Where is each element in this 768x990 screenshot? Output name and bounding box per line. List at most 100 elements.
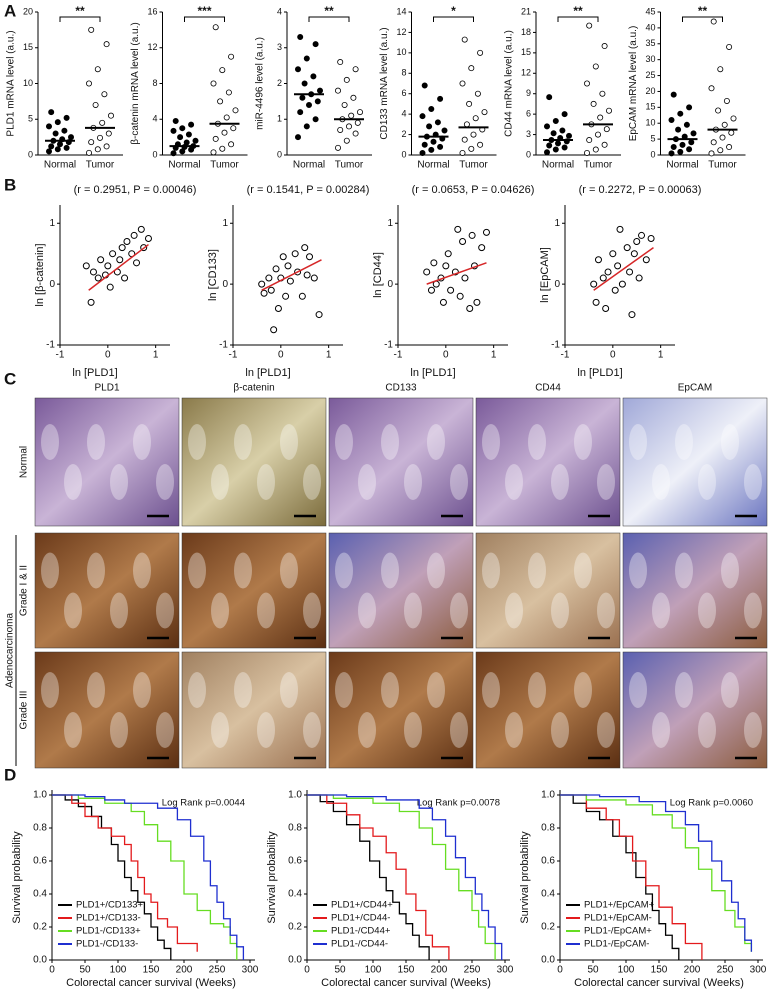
trend-line [426, 262, 487, 285]
data-point [260, 289, 268, 297]
data-point [170, 127, 177, 134]
data-point [592, 63, 599, 70]
panel-label: A [4, 1, 16, 20]
x-tick-label: 300 [242, 965, 259, 976]
x-tick-label: Normal [542, 160, 574, 171]
tissue-structure [156, 712, 174, 748]
data-point [315, 311, 323, 319]
data-point [352, 130, 359, 137]
data-point [677, 110, 684, 117]
data-point [470, 131, 477, 138]
x-tick-label: Normal [44, 160, 76, 171]
survival-curve [307, 794, 450, 960]
y-tick-label: -1 [219, 340, 228, 351]
data-point [444, 250, 452, 258]
histology-image [328, 532, 474, 649]
data-point [301, 244, 309, 252]
data-point [299, 94, 306, 101]
tissue-structure [133, 424, 151, 460]
tissue-structure [381, 552, 399, 589]
histology-image [328, 651, 474, 769]
x-tick-label: 250 [464, 965, 481, 976]
data-point [459, 149, 466, 156]
legend-label: PLD1+/EpCAM+ [584, 900, 655, 911]
data-point [439, 298, 447, 306]
tissue-structure [404, 712, 422, 748]
annotation: Log Rank p=0.0060 [670, 798, 753, 809]
y-tick-label: 0.4 [33, 889, 47, 900]
tissue-structure [675, 424, 693, 460]
x-tick-label: Normal [293, 160, 325, 171]
data-point [430, 138, 437, 145]
significance: ** [324, 4, 334, 18]
data-point [306, 253, 314, 261]
y-tick-label: 0 [277, 149, 282, 159]
data-point [561, 144, 568, 151]
tissue-structure [404, 464, 422, 500]
y-tick-label: 0.6 [541, 856, 555, 867]
x-axis-label: ln [PLD1] [577, 367, 622, 379]
tissue-structure [629, 424, 647, 460]
data-point [94, 66, 101, 73]
y-tick-label: 0.2 [541, 922, 555, 933]
data-point [552, 146, 559, 153]
tissue-structure [450, 592, 468, 629]
y-tick-label: 1 [222, 218, 228, 229]
tissue-structure [358, 592, 376, 629]
x-tick-label: 150 [651, 965, 668, 976]
tissue-structure [188, 672, 206, 708]
x-tick-label: 100 [110, 965, 127, 976]
data-point [434, 119, 441, 126]
data-point [108, 112, 115, 119]
survival-curve [560, 794, 753, 952]
x-tick-label: 0 [557, 965, 563, 976]
data-point [109, 250, 117, 258]
data-point [459, 80, 466, 87]
data-point [546, 142, 553, 149]
data-point [726, 144, 733, 151]
y-axis-label: ln [CD133] [207, 249, 219, 301]
data-point [210, 149, 217, 156]
y-tick-label: 35 [645, 38, 655, 48]
x-axis-label: Colorectal cancer survival (Weeks) [321, 977, 491, 989]
y-tick-label: 0.0 [541, 955, 555, 966]
data-point [258, 280, 266, 288]
data-point [118, 244, 126, 252]
data-point [352, 66, 359, 73]
data-point [223, 114, 230, 121]
y-tick-label: 5 [28, 114, 33, 124]
significance-bracket [557, 16, 599, 22]
y-tick-label: 40 [645, 22, 655, 32]
tissue-structure [744, 592, 762, 629]
tissue-structure [358, 712, 376, 748]
data-point [710, 18, 717, 25]
x-tick-label: Normal [417, 160, 449, 171]
data-point [456, 292, 464, 300]
y-tick-label: 0 [401, 149, 406, 159]
significance: *** [197, 4, 211, 18]
y-axis-label: ln [CD44] [372, 252, 384, 298]
data-point [730, 115, 737, 122]
survival-curve [52, 794, 238, 960]
y-tick-label: 0.8 [288, 823, 302, 834]
data-point [94, 274, 102, 282]
x-tick-label: 300 [497, 965, 514, 976]
y-tick-label: 0 [152, 149, 157, 159]
trend-line [261, 259, 322, 291]
data-point [419, 149, 426, 156]
data-point [472, 115, 479, 122]
data-point [279, 253, 287, 261]
chart-title: (r = 0.2272, P = 0.00063) [579, 184, 702, 196]
data-point [633, 238, 641, 246]
x-axis-label: ln [PLD1] [72, 367, 117, 379]
data-point [441, 127, 448, 134]
y-tick-label: 2 [277, 78, 282, 88]
data-point [604, 268, 612, 276]
data-point [618, 280, 626, 288]
data-point [428, 106, 435, 113]
row-label: Normal [19, 446, 30, 478]
data-point [550, 130, 557, 137]
data-point [592, 146, 599, 153]
tissue-structure [450, 464, 468, 500]
